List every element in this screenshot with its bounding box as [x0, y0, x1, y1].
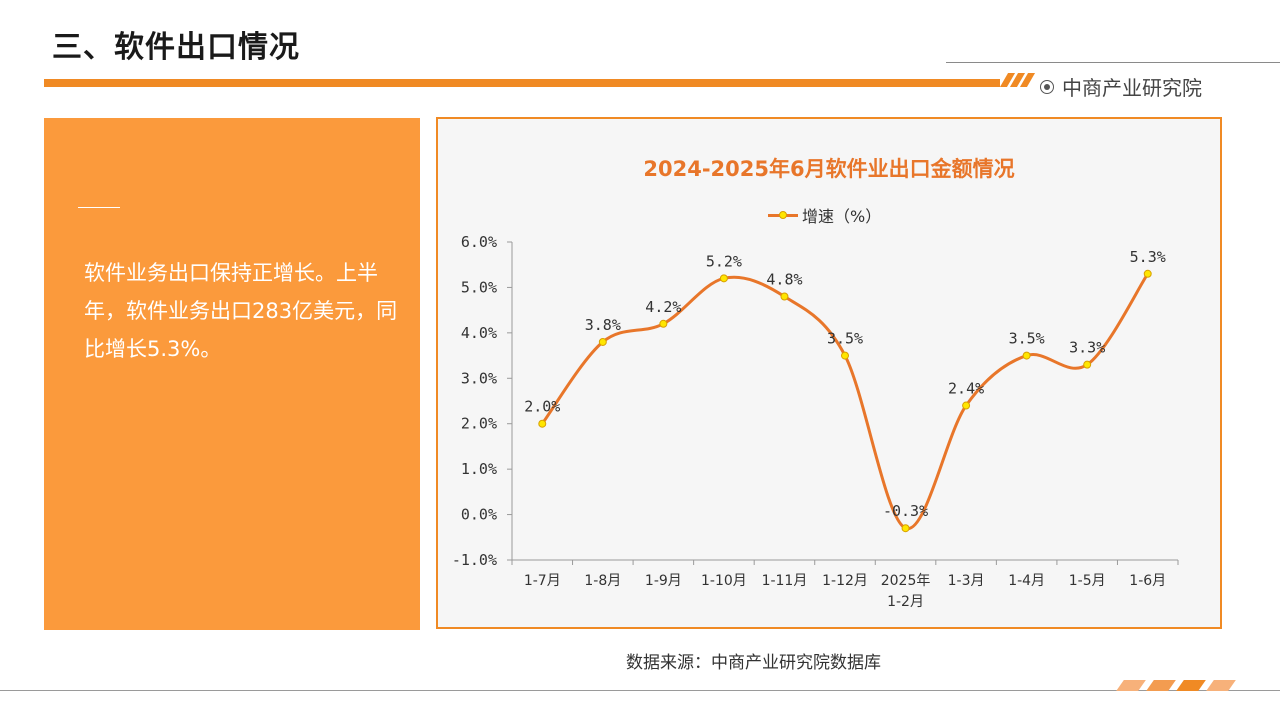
x-tick-label: 2025年 [881, 573, 931, 589]
x-tick-label: 1-8月 [584, 573, 621, 589]
panel-dash [78, 207, 120, 208]
data-label: -0.3% [883, 502, 928, 520]
y-tick-label: 5.0% [461, 278, 497, 296]
data-point [538, 419, 547, 428]
y-tick-label: 2.0% [461, 415, 497, 433]
x-tick-label: 1-11月 [762, 573, 808, 589]
y-tick-label: -1.0% [452, 551, 497, 569]
summary-text: 软件业务出口保持正增长。上半年，软件业务出口283亿美元，同比增长5.3%。 [84, 261, 398, 361]
footer-divider [0, 690, 1280, 691]
x-tick-label: 1-2月 [887, 594, 924, 610]
series-line [541, 272, 1149, 530]
summary-panel: 软件业务出口保持正增长。上半年，软件业务出口283亿美元，同比增长5.3%。 [44, 118, 420, 630]
data-label: 5.3% [1130, 248, 1166, 266]
data-label: 5.2% [706, 252, 742, 270]
data-point [780, 292, 789, 301]
x-tick-label: 1-4月 [1008, 573, 1045, 589]
x-tick-label: 1-3月 [948, 573, 985, 589]
data-label: 2.0% [524, 398, 560, 416]
data-point [598, 337, 607, 346]
title-accent-bar [44, 79, 1000, 87]
chart-frame: 2024-2025年6月软件业出口金额情况 增速（%） 6.0% 5.0% 4.0%… [436, 117, 1222, 629]
x-tick-label: 1-12月 [822, 573, 868, 589]
chart-legend: 增速（%） [768, 203, 881, 227]
y-tick-label: 3.0% [461, 369, 497, 387]
data-label: 4.8% [766, 271, 802, 289]
x-tick-label: 1-7月 [524, 573, 561, 589]
data-label: 2.4% [948, 380, 984, 398]
x-tick-label: 1-10月 [701, 573, 747, 589]
x-tick-label: 1-6月 [1129, 573, 1166, 589]
x-tick-label: 1-5月 [1069, 573, 1106, 589]
data-source: 数据来源：中商产业研究院数据库 [626, 653, 881, 673]
page-title: 三、软件出口情况 [52, 30, 300, 65]
data-label: 3.5% [827, 330, 863, 348]
brand: 中商产业研究院 [1040, 72, 1202, 101]
chart-title: 2024-2025年6月软件业出口金额情况 [643, 157, 1015, 181]
data-point [1022, 351, 1031, 360]
data-label: 4.2% [645, 298, 681, 316]
data-point [1143, 269, 1152, 278]
brand-name: 中商产业研究院 [1062, 76, 1202, 100]
data-point [841, 351, 849, 360]
data-point [659, 319, 668, 328]
y-tick-label: 4.0% [461, 324, 497, 342]
data-point [719, 274, 728, 283]
header-divider [946, 62, 1280, 63]
brand-logo-icon [1040, 79, 1054, 94]
data-label: 3.3% [1069, 339, 1105, 357]
y-tick-label: 6.0% [461, 233, 497, 251]
data-label: 3.8% [585, 316, 621, 334]
data-point [962, 401, 971, 410]
data-label: 3.5% [1009, 330, 1045, 348]
y-tick-label: 1.0% [461, 460, 497, 478]
x-tick-label: 1-9月 [645, 573, 682, 589]
line-chart: 6.0% 5.0% 4.0% 3.0% 2.0% 1.0% 0.0% -1.0% 1-7月 1-8… [452, 233, 1179, 610]
legend-line-icon [768, 210, 798, 219]
legend-label: 增速（%） [802, 207, 882, 226]
y-tick-label: 0.0% [461, 506, 497, 524]
data-point [1083, 360, 1092, 369]
data-point [901, 524, 910, 533]
